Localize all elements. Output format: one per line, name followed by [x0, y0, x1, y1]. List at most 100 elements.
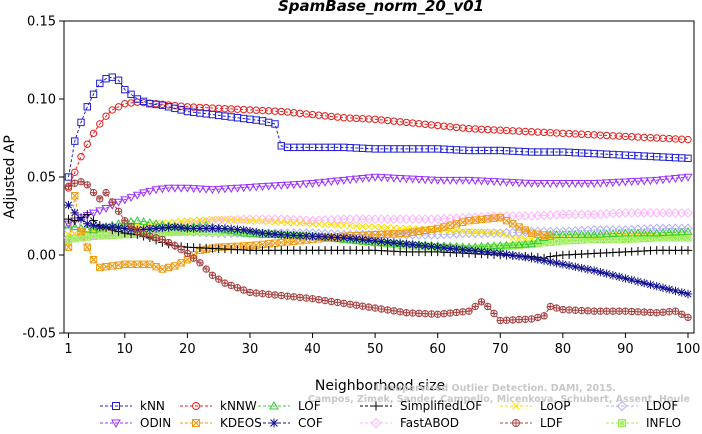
data-point [257, 230, 268, 238]
data-point [652, 176, 662, 185]
data-point [214, 185, 224, 194]
data-point [515, 315, 523, 324]
data-point [208, 224, 217, 233]
data-point [608, 271, 618, 280]
data-point [257, 183, 268, 192]
data-point [614, 272, 624, 282]
data-point [401, 175, 411, 184]
data-point [501, 240, 512, 249]
data-point [627, 307, 636, 316]
data-point [271, 120, 279, 128]
data-point [71, 234, 79, 243]
y-tick-label: 0.00 [27, 249, 56, 264]
data-point [427, 242, 436, 251]
data-point [440, 310, 448, 318]
data-point [108, 262, 117, 270]
data-point [470, 177, 480, 186]
data-point [133, 227, 142, 236]
data-point [114, 261, 123, 269]
data-point [677, 288, 686, 297]
data-point [171, 262, 179, 270]
data-point [502, 316, 511, 324]
data-point [252, 241, 260, 249]
data-point [64, 214, 73, 224]
data-point [408, 240, 417, 249]
data-point [196, 216, 204, 224]
data-point [552, 251, 561, 260]
data-point [426, 176, 437, 185]
data-point [334, 221, 342, 229]
data-point [433, 176, 443, 185]
data-point [533, 236, 543, 245]
data-point [414, 241, 424, 250]
data-point [358, 302, 367, 310]
data-point [546, 302, 555, 311]
data-point [327, 221, 335, 229]
data-point [683, 289, 693, 299]
data-point [652, 282, 661, 291]
data-point [645, 228, 656, 237]
data-point [527, 253, 536, 263]
legend-label: INFLO [646, 416, 681, 430]
data-point [214, 224, 223, 233]
watermark-citation: Unsupervised Outlier Detection. DAMI, 20… [375, 383, 616, 394]
data-point [290, 293, 298, 301]
data-point [452, 308, 461, 317]
data-point [502, 242, 511, 251]
data-point [658, 283, 668, 292]
data-point [290, 237, 298, 245]
series-kdeos [64, 192, 555, 273]
data-point [183, 217, 191, 225]
data-point [489, 178, 499, 187]
data-point [512, 419, 521, 427]
data-point [402, 229, 411, 237]
data-point [526, 180, 537, 188]
data-point [264, 229, 273, 238]
data-point [101, 222, 111, 232]
data-point [583, 230, 593, 238]
data-point [545, 180, 555, 188]
data-point [590, 307, 598, 315]
data-point [646, 280, 655, 289]
data-point [70, 208, 79, 218]
data-point [364, 174, 374, 183]
data-point [477, 247, 486, 256]
data-point [345, 176, 355, 185]
data-point [509, 242, 517, 250]
data-point [95, 207, 105, 216]
data-point [653, 309, 661, 317]
data-point [608, 179, 618, 188]
data-point [514, 240, 524, 248]
x-tick-label: 40 [304, 342, 321, 357]
series-odin [63, 173, 693, 229]
legend-item-lof: LOF [258, 399, 321, 413]
data-point [127, 222, 135, 230]
data-point [202, 216, 210, 224]
data-point [634, 308, 642, 316]
data-point [89, 255, 98, 264]
data-point [114, 76, 123, 84]
data-point [526, 239, 537, 248]
data-point [477, 228, 486, 236]
data-point [515, 223, 523, 231]
data-point [446, 244, 455, 253]
data-point [521, 252, 530, 262]
data-point [364, 236, 374, 245]
data-point [614, 228, 624, 237]
y-tick-label: 0.15 [27, 15, 56, 30]
data-point [390, 307, 398, 315]
data-point [414, 175, 424, 184]
data-point [452, 227, 461, 235]
data-point [490, 214, 498, 222]
data-point [509, 234, 517, 242]
data-point [496, 249, 505, 258]
data-point [114, 103, 123, 111]
data-point [677, 174, 687, 183]
data-point [546, 232, 555, 240]
data-point [459, 218, 467, 226]
y-axis-ticks: -0.05 0.00 0.05 0.10 0.15 [22, 15, 64, 342]
data-point [602, 179, 612, 188]
data-point [433, 224, 442, 233]
data-point [389, 174, 399, 183]
data-point [640, 308, 648, 316]
